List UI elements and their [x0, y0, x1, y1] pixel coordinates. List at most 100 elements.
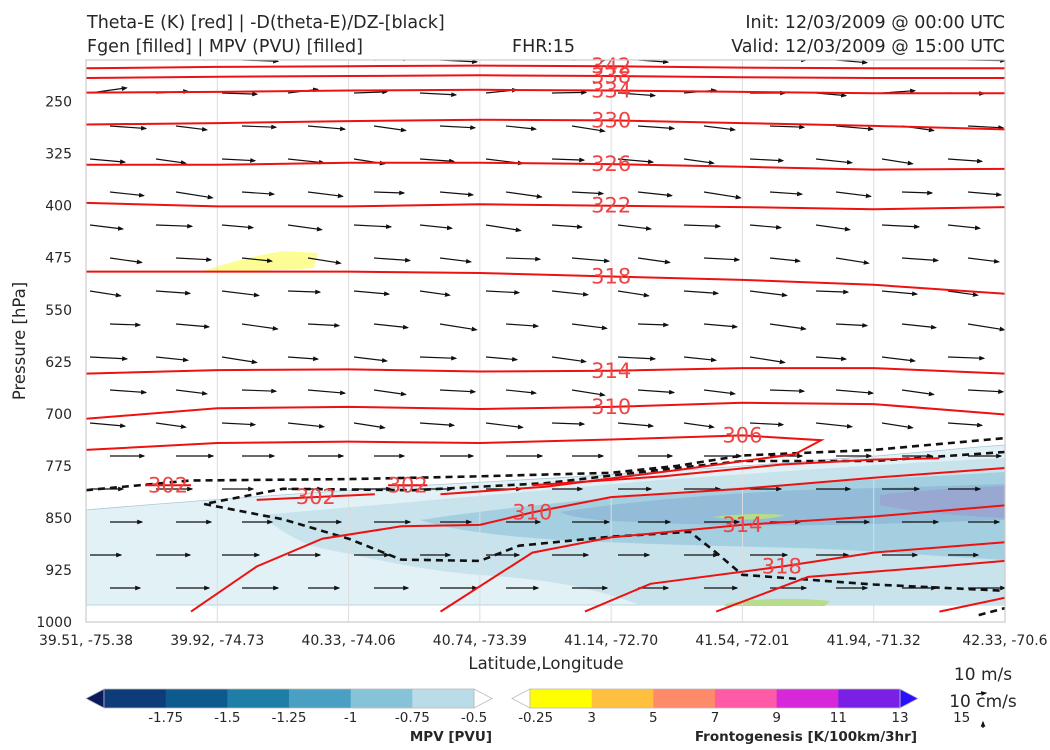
- wind-arrow: [749, 422, 785, 427]
- wind-arrow: [703, 323, 739, 329]
- wind-arrow: [439, 191, 475, 197]
- x-axis-label: Latitude,Longitude: [468, 654, 623, 673]
- wind-arrow: [439, 323, 478, 332]
- x-tick-label: 41.54, -72.01: [695, 633, 789, 649]
- theta-e-label: 310: [512, 500, 552, 524]
- wind-arrow: [617, 224, 652, 231]
- wind-arrow: [749, 224, 783, 230]
- theta-e-label: 338: [591, 64, 631, 88]
- wind-arrow: [241, 388, 278, 394]
- wind-arrow: [175, 323, 211, 329]
- wind-arrow: [307, 257, 342, 265]
- wind-arrow: [947, 422, 984, 428]
- wind-arrow: [881, 356, 916, 363]
- wind-arrow: [571, 257, 611, 264]
- colorbar-tick-label: 7: [711, 710, 720, 726]
- wind-arrow: [505, 125, 537, 131]
- wind-arrow: [221, 290, 260, 298]
- colorbar-segment: [227, 689, 290, 708]
- wind-arrow: [571, 125, 606, 133]
- wind-arrow: [485, 356, 519, 362]
- colorbar-tick-label: -1.25: [272, 710, 307, 726]
- wind-arrow: [241, 323, 279, 331]
- theta-e-label: 302: [148, 473, 188, 497]
- title-line-1: Theta-E (K) [red] | -D(theta-E)/DZ-[blac…: [87, 13, 445, 33]
- fgen-fill-green-2: [725, 598, 830, 606]
- wind-arrow: [419, 158, 456, 164]
- wind-arrow: [551, 356, 587, 364]
- wind-arrow: [155, 290, 192, 296]
- y-tick-label: 400: [45, 199, 72, 215]
- wind-arrow: [881, 158, 914, 166]
- wind-arrow: [683, 290, 720, 296]
- theta-e-contour: [86, 118, 1005, 131]
- wind-arrow: [617, 422, 655, 429]
- wind-arrow: [967, 125, 1005, 130]
- wind-arrow: [551, 90, 588, 95]
- y-tick-label: 250: [45, 95, 72, 111]
- wind-arrow: [287, 158, 325, 165]
- wind-arrow: [749, 158, 785, 163]
- theta-e-contour: [86, 434, 825, 496]
- wind-arrow: [749, 290, 788, 298]
- wind-arrow: [89, 224, 124, 231]
- wind-arrow: [901, 257, 940, 263]
- wind-arrow: [571, 389, 606, 397]
- wind-arrow: [307, 125, 347, 132]
- theta-e-contour: [86, 74, 1005, 79]
- x-tick-label: 39.92, -74.73: [170, 633, 264, 649]
- wind-arrow: [637, 191, 673, 198]
- wind-arrow: [175, 125, 208, 132]
- wind-arrow: [155, 158, 187, 165]
- wind-arrow: [439, 125, 477, 130]
- wind-arrow: [769, 388, 806, 394]
- theta-e-label: 318: [762, 554, 802, 578]
- wind-arrow: [373, 125, 407, 133]
- theta-e-contour: [939, 596, 1005, 613]
- colorbar-arrow-right: [473, 688, 493, 709]
- theta-e-label: 334: [591, 79, 631, 103]
- wind-arrow: [307, 191, 344, 199]
- wind-arrow: [307, 322, 341, 328]
- wind-arrow: [683, 422, 715, 429]
- y-tick-label: 625: [45, 355, 72, 371]
- wind-arrow: [221, 422, 257, 427]
- wind-arrow: [419, 290, 451, 297]
- x-tick-label: 42.33, -70.6: [962, 633, 1047, 649]
- wind-arrow: [881, 422, 914, 430]
- wind-arrow: [155, 356, 189, 363]
- wind-arrow: [815, 224, 851, 232]
- y-tick-label: 325: [45, 147, 72, 163]
- wind-arrow: [703, 257, 741, 262]
- wind-arrow: [505, 191, 543, 199]
- wind-arrow: [637, 389, 676, 395]
- x-tick-label: 41.14, -72.70: [564, 633, 658, 649]
- theta-e-contour: [86, 201, 1005, 211]
- wind-arrow: [835, 257, 870, 265]
- wind-arrow: [419, 224, 453, 231]
- x-tick-label: 40.74, -73.39: [433, 633, 527, 649]
- colorbar-tick-label: 11: [830, 710, 847, 726]
- wind-arrow: [287, 422, 325, 429]
- colorbar-segment: [289, 689, 352, 708]
- theta-e-contour: [86, 367, 1005, 375]
- colorbar-arrow-right: [899, 688, 919, 709]
- wind-arrow: [901, 323, 937, 330]
- colorbar-segment: [530, 689, 593, 708]
- wind-arrow: [769, 257, 801, 263]
- valid-time: Valid: 12/03/2009 @ 15:00 UTC: [731, 37, 1005, 57]
- wind-arrow: [617, 92, 657, 98]
- theta-e-label: 310: [591, 395, 631, 419]
- fgen-fill-green-1: [712, 513, 785, 520]
- theta-e-contour: [439, 504, 1005, 613]
- wind-arrow: [947, 355, 986, 361]
- wind-arrow: [353, 224, 393, 230]
- theta-e-label: 314: [722, 513, 762, 537]
- wind-arrow: [881, 290, 919, 297]
- colorbar-segment: [776, 689, 839, 708]
- x-tick-label: 41.94, -71.32: [827, 633, 921, 649]
- stability-contour: [978, 606, 1005, 617]
- wind-arrow: [109, 389, 148, 395]
- wind-arrow: [373, 257, 412, 263]
- colorbar-tick-label: 9: [772, 710, 781, 726]
